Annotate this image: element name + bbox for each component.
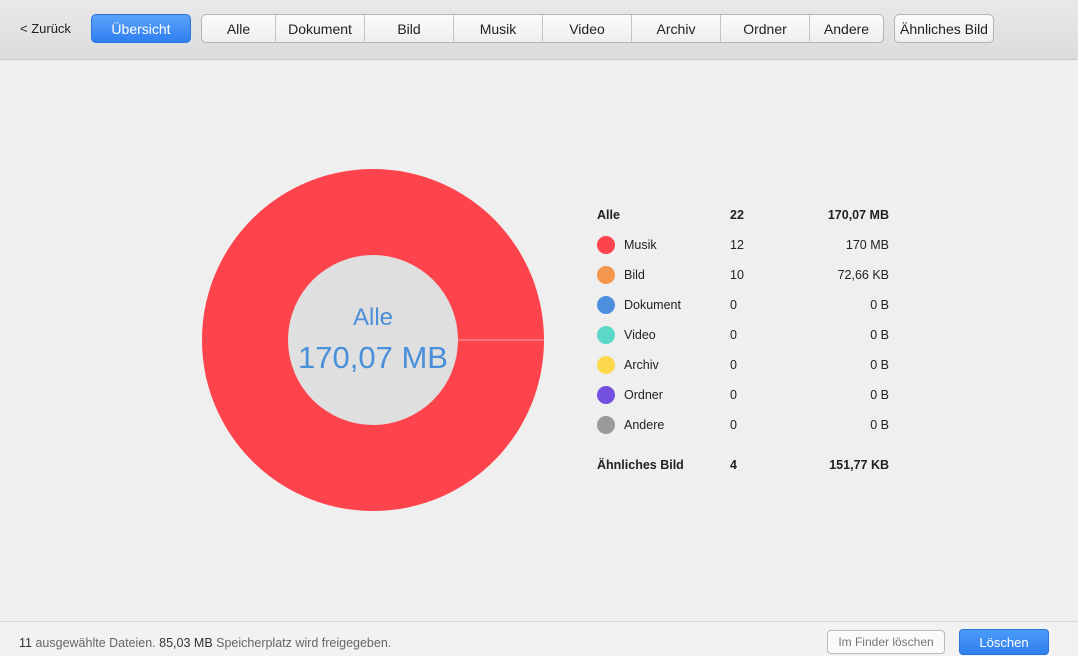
legend-color-dot (597, 236, 615, 254)
selected-count: 11 (19, 636, 32, 650)
legend-item-size: 170 MB (846, 238, 889, 252)
legend-total-size: 170,07 MB (828, 208, 889, 222)
filter-tab-dokument[interactable]: Dokument (276, 15, 365, 42)
legend-similar-name: Ähnliches Bild (597, 458, 684, 472)
filter-tab-video[interactable]: Video (543, 15, 632, 42)
chart-center-title: Alle (288, 304, 458, 332)
legend-color-dot (597, 416, 615, 434)
legend-row-andere: Andere 0 0 B (597, 410, 897, 440)
legend-row-ordner: Ordner 0 0 B (597, 380, 897, 410)
legend-row-video: Video 0 0 B (597, 320, 897, 350)
legend-item-name: Andere (624, 418, 664, 432)
legend-total-row: Alle 22 170,07 MB (597, 200, 897, 230)
legend-row-bild: Bild 10 72,66 KB (597, 260, 897, 290)
footer-text-b: Speicherplatz wird freigegeben. (213, 636, 392, 650)
legend-similar-row: Ähnliches Bild 4 151,77 KB (597, 450, 897, 480)
footer-text-a: ausgewählte Dateien. (32, 636, 159, 650)
legend-item-name: Dokument (624, 298, 681, 312)
legend-similar-size: 151,77 KB (829, 458, 889, 472)
legend-item-size: 0 B (870, 388, 889, 402)
delete-button[interactable]: Löschen (959, 629, 1049, 655)
legend-similar-count: 4 (730, 458, 737, 472)
legend-color-dot (597, 356, 615, 374)
legend-item-count: 0 (730, 328, 737, 342)
legend-item-size: 0 B (870, 358, 889, 372)
legend-item-count: 0 (730, 298, 737, 312)
legend-item-size: 0 B (870, 328, 889, 342)
legend-item-size: 0 B (870, 298, 889, 312)
legend-item-count: 0 (730, 358, 737, 372)
legend-row-dokument: Dokument 0 0 B (597, 290, 897, 320)
freed-size: 85,03 MB (159, 636, 213, 650)
filter-tab-bild[interactable]: Bild (365, 15, 454, 42)
filter-tab-ordner[interactable]: Ordner (721, 15, 810, 42)
similar-image-button[interactable]: Ähnliches Bild (894, 14, 994, 43)
legend-color-dot (597, 266, 615, 284)
legend-total-name: Alle (597, 208, 620, 222)
chart-center-value: 170,07 MB (288, 340, 458, 376)
overview-button[interactable]: Übersicht (91, 14, 191, 43)
filter-tab-alle[interactable]: Alle (202, 15, 276, 42)
footer-bar: 11 ausgewählte Dateien. 85,03 MB Speiche… (0, 621, 1078, 656)
legend-item-count: 10 (730, 268, 744, 282)
legend-item-count: 0 (730, 418, 737, 432)
delete-in-finder-button[interactable]: Im Finder löschen (827, 630, 945, 654)
filter-tab-andere[interactable]: Andere (810, 15, 883, 42)
legend-item-name: Ordner (624, 388, 663, 402)
legend-color-dot (597, 386, 615, 404)
legend-item-size: 0 B (870, 418, 889, 432)
filter-tab-musik[interactable]: Musik (454, 15, 543, 42)
filter-tab-archiv[interactable]: Archiv (632, 15, 721, 42)
legend-item-count: 0 (730, 388, 737, 402)
footer-status: 11 ausgewählte Dateien. 85,03 MB Speiche… (19, 636, 391, 650)
legend-item-name: Bild (624, 268, 645, 282)
back-button[interactable]: < Zurück (20, 21, 71, 36)
legend-item-name: Video (624, 328, 656, 342)
legend-total-count: 22 (730, 208, 744, 222)
legend-row-archiv: Archiv 0 0 B (597, 350, 897, 380)
legend-item-size: 72,66 KB (838, 268, 889, 282)
legend-item-count: 12 (730, 238, 744, 252)
legend-item-name: Musik (624, 238, 657, 252)
legend-color-dot (597, 326, 615, 344)
legend-color-dot (597, 296, 615, 314)
legend-row-musik: Musik 12 170 MB (597, 230, 897, 260)
legend-item-name: Archiv (624, 358, 659, 372)
